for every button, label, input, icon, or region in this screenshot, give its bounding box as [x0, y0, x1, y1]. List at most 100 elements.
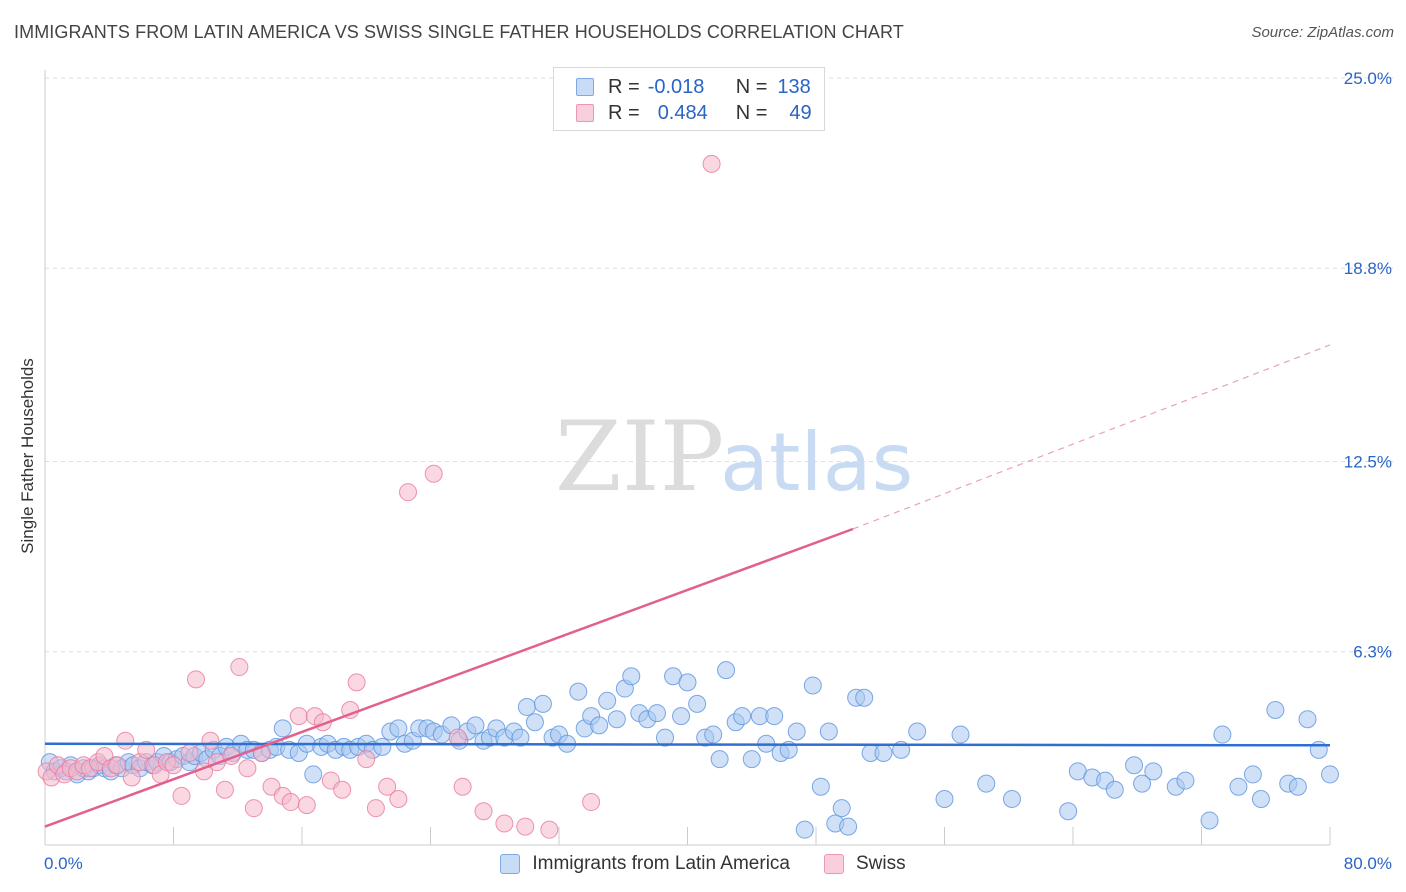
swiss-point — [230, 658, 249, 677]
latin-america-point — [656, 728, 675, 747]
y-tick-label: 25.0% — [1344, 69, 1392, 88]
latin-america-point — [803, 676, 822, 695]
latin-america-point — [1229, 777, 1248, 796]
swiss-point — [172, 786, 191, 805]
swiss-point — [453, 777, 472, 796]
latin-america-point — [819, 722, 838, 741]
trend-lines — [44, 344, 1331, 828]
latin-america-point — [525, 713, 544, 732]
latin-america-point — [1298, 710, 1317, 729]
latin-america-point — [533, 694, 552, 713]
latin-america-point — [733, 707, 752, 726]
latin-america-point — [598, 691, 617, 710]
swiss-point — [137, 740, 156, 759]
swiss-point — [540, 820, 559, 839]
legend-label: Swiss — [856, 853, 906, 874]
swiss-point — [281, 793, 300, 812]
x-tick-label: 80.0% — [1344, 854, 1392, 873]
latin-america-point — [1309, 740, 1328, 759]
latin-america-point — [855, 688, 874, 707]
latin-america-point — [1200, 811, 1219, 830]
swiss-point — [347, 673, 366, 692]
latin-america-point — [1266, 701, 1285, 720]
swiss-point — [378, 777, 397, 796]
legend-label: Immigrants from Latin America — [532, 853, 790, 874]
swiss-point — [702, 154, 721, 173]
legend-item-swiss[interactable]: Swiss — [824, 853, 906, 875]
latin-america-point — [795, 820, 814, 839]
latin-america-point — [765, 707, 784, 726]
y-tick-label: 18.8% — [1344, 259, 1392, 278]
swiss-point — [516, 817, 535, 836]
latin-america-point — [1213, 725, 1232, 744]
stats-row-swiss: R = 0.484 N = 49 — [576, 100, 812, 126]
n-value: 49 — [789, 101, 812, 124]
stats-box: R = -0.018 N = 138 R = 0.484 N = 49 — [553, 67, 825, 131]
swiss-point — [164, 756, 183, 775]
latin-america-point — [647, 704, 666, 723]
legend-swatch-blue — [500, 854, 521, 874]
swiss-point — [366, 799, 385, 818]
latin-america-point — [304, 765, 323, 784]
latin-america-point — [1105, 780, 1124, 799]
swiss-point — [389, 789, 408, 808]
legend-swatch-pink — [824, 854, 844, 874]
latin-america-point — [787, 722, 806, 741]
latin-america-point — [607, 710, 626, 729]
r-value: 0.484 — [657, 101, 708, 124]
swiss-point — [186, 670, 205, 689]
latin-america-point — [590, 716, 609, 735]
swiss-point — [116, 731, 135, 750]
swiss-point — [180, 743, 199, 762]
latin-america-point — [1002, 789, 1021, 808]
latin-america-point — [688, 694, 707, 713]
swiss-point — [238, 759, 257, 778]
swiss-point — [108, 756, 127, 775]
latin-america-point — [811, 777, 830, 796]
stats-swatch-blue — [576, 78, 594, 96]
y-tick-label: 12.5% — [1344, 453, 1392, 472]
n-label: N = — [735, 75, 768, 98]
latin-america-point — [1321, 765, 1339, 784]
latin-america-point — [704, 725, 723, 744]
stats-row-latin-america: R = -0.018 N = 138 — [576, 74, 811, 100]
swiss-point — [297, 796, 316, 815]
chart-title: IMMIGRANTS FROM LATIN AMERICA VS SWISS S… — [14, 22, 904, 42]
latin-america-point — [511, 728, 530, 747]
latin-america-point — [1125, 756, 1144, 775]
r-label: R = — [608, 75, 640, 98]
latin-america-point — [1133, 774, 1152, 793]
swiss-trend-line-extension — [852, 344, 1331, 530]
swiss-trend-line — [44, 527, 854, 828]
swiss-point — [215, 780, 234, 799]
swiss-point — [448, 728, 467, 747]
latin-america-point — [1288, 777, 1307, 796]
stats-swatch-pink — [576, 104, 594, 122]
latin-america-point — [710, 750, 729, 769]
source-label: Source: ZipAtlas.com — [1251, 24, 1394, 41]
axes — [44, 70, 1331, 846]
watermark-zip: ZIP — [555, 401, 724, 513]
latin-america-point — [742, 750, 761, 769]
legend-item-latin-america[interactable]: Immigrants from Latin America — [500, 853, 790, 875]
watermark-atlas: atlas — [720, 416, 913, 509]
latin-america-point — [1059, 802, 1078, 821]
legend: Immigrants from Latin America Swiss — [0, 850, 1406, 878]
latin-america-point — [622, 667, 641, 686]
swiss-point — [201, 731, 220, 750]
latin-america-point — [678, 673, 697, 692]
y-tick-label: 6.3% — [1353, 643, 1392, 662]
latin-america-point — [839, 817, 858, 836]
latin-america-point — [1176, 771, 1195, 790]
latin-america-point — [951, 725, 970, 744]
latin-america-trend-line — [44, 742, 1331, 747]
latin-america-point — [1144, 762, 1163, 781]
latin-america-point — [389, 719, 408, 738]
latin-america-point — [1251, 789, 1270, 808]
latin-america-point — [832, 799, 851, 818]
n-value: 138 — [777, 75, 811, 98]
latin-america-point — [373, 737, 392, 756]
swiss-point — [333, 780, 352, 799]
swiss-point — [424, 464, 443, 483]
